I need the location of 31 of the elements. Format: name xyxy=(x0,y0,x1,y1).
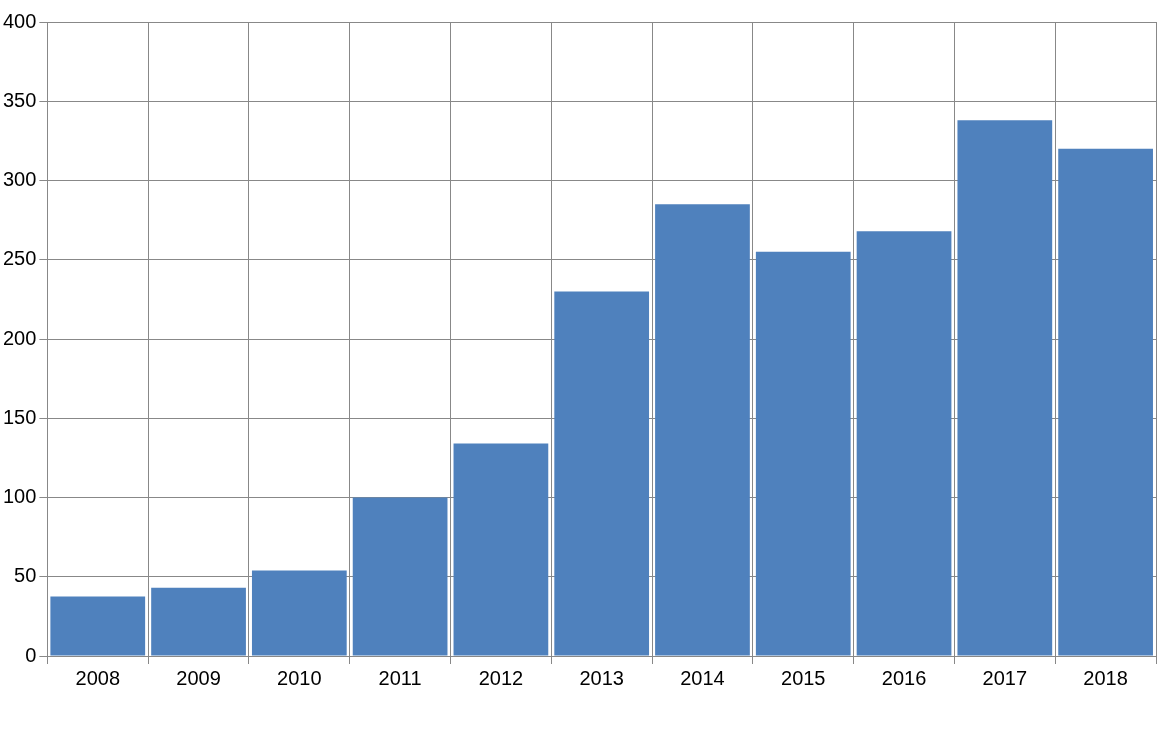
bar xyxy=(554,291,650,656)
y-tick-label: 300 xyxy=(2,168,37,191)
x-tick-label: 2008 xyxy=(75,666,121,689)
bar xyxy=(755,251,851,656)
x-tick-label: 2010 xyxy=(277,666,322,689)
x-tick-label: 2018 xyxy=(1083,666,1128,689)
bar xyxy=(151,587,246,656)
y-tick-label: 250 xyxy=(2,247,37,270)
y-tick-label: 150 xyxy=(2,405,37,428)
bar xyxy=(1058,148,1153,656)
y-tick-label: 100 xyxy=(2,485,37,508)
bar xyxy=(957,120,1053,656)
bar xyxy=(655,204,750,656)
bar xyxy=(856,231,952,656)
bar xyxy=(453,443,549,656)
x-tick-label: 2016 xyxy=(881,666,927,689)
x-tick-label: 2014 xyxy=(680,666,725,689)
x-tick-label: 2011 xyxy=(378,666,422,689)
x-tick-label: 2017 xyxy=(982,666,1028,689)
y-tick-label: 350 xyxy=(2,88,37,111)
y-tick-label: 200 xyxy=(2,326,37,349)
y-tick-label: 50 xyxy=(14,564,37,587)
x-tick-label: 2015 xyxy=(781,666,826,689)
bar xyxy=(50,596,146,656)
y-tick-label: 0 xyxy=(25,643,37,666)
x-tick-label: 2009 xyxy=(176,666,221,689)
x-tick-label: 2013 xyxy=(579,666,624,689)
bar xyxy=(352,497,448,656)
bar xyxy=(251,570,347,656)
x-tick-label: 2012 xyxy=(478,666,524,689)
y-tick-label: 400 xyxy=(2,9,37,32)
